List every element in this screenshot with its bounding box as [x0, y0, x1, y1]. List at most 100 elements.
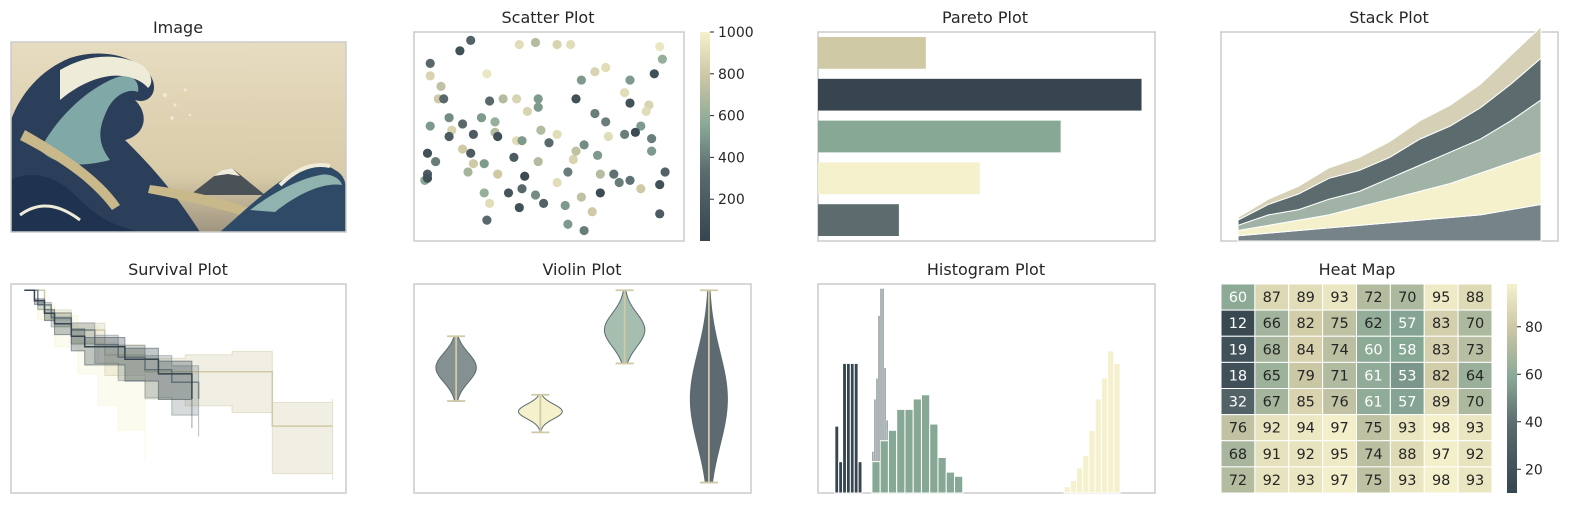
heatmap-cell-label: 61: [1364, 395, 1382, 411]
heatmap-cell: [1322, 361, 1357, 389]
heatmap-cell-label: 89: [1296, 290, 1314, 306]
histogram-bar: [929, 423, 939, 494]
scatter-point: [620, 88, 630, 98]
heatmap-colorbar: [1507, 284, 1517, 493]
pareto-bars: [818, 37, 1142, 236]
heatmap-cell-label: 97: [1330, 421, 1348, 437]
heatmap-cell-label: 91: [1263, 447, 1281, 463]
heatmap-cell-label: 84: [1296, 342, 1314, 358]
scatter-point: [436, 81, 446, 91]
colorbar-tick-label: 200: [718, 192, 745, 208]
scatter-point: [647, 146, 657, 156]
scatter-point: [530, 37, 541, 48]
scatter-point: [595, 169, 605, 179]
scatter-point: [576, 75, 587, 85]
scatter-point: [463, 167, 473, 177]
heatmap-cell-label: 83: [1432, 342, 1450, 358]
heatmap-cell-label: 85: [1296, 395, 1314, 411]
histogram-bar: [945, 471, 955, 494]
colorbar-tick-label: 1000: [718, 25, 754, 41]
scatter-point: [468, 159, 478, 169]
heatmap-cell-label: 73: [1466, 342, 1484, 358]
histogram-bar: [849, 362, 855, 494]
scatter-point: [647, 133, 657, 144]
scatter-point: [498, 94, 508, 104]
scatter-point: [455, 46, 465, 56]
scatter-point: [468, 129, 478, 140]
heatmap-cell-label: 68: [1229, 447, 1247, 463]
histogram-bar: [920, 394, 931, 494]
heatmap-cell-label: 74: [1364, 447, 1382, 463]
heatmap-cell-label: 92: [1296, 447, 1314, 463]
heatmap-cell-label: 92: [1466, 447, 1484, 463]
heatmap-cell-label: 70: [1466, 316, 1484, 332]
scatter-point: [458, 119, 468, 129]
heatmap-cell-label: 93: [1466, 473, 1484, 489]
heatmap-cell: [1254, 440, 1290, 468]
heatmap-cell: [1254, 466, 1290, 494]
scatter-point: [655, 179, 665, 190]
heatmap-cell-label: 71: [1330, 368, 1348, 384]
scatter-point: [579, 140, 589, 150]
scatter-point: [431, 156, 441, 167]
histogram-bar: [1063, 486, 1071, 494]
heatmap-cell-label: 61: [1364, 368, 1382, 384]
histogram-bar: [845, 362, 851, 494]
scatter-point: [552, 177, 562, 188]
heatmap-cell: [1220, 309, 1256, 337]
scatter-point: [590, 108, 600, 119]
scatter-point: [560, 200, 570, 211]
heatmap-cell-label: 93: [1296, 473, 1314, 489]
pareto-bar: [818, 162, 980, 195]
heatmap-cell-label: 68: [1263, 342, 1281, 358]
scatter-point: [593, 150, 603, 160]
scatter-point: [444, 113, 454, 123]
scatter-point: [425, 121, 435, 131]
histogram-bar: [879, 440, 889, 494]
heatmap-cell-label: 60: [1229, 290, 1247, 306]
scatter-point: [579, 225, 589, 236]
scatter-point: [614, 177, 624, 188]
heatmap-cell: [1389, 309, 1425, 337]
histogram-bar: [912, 398, 922, 494]
histogram-bar: [1069, 479, 1077, 494]
scatter-point: [660, 167, 670, 177]
colorbar-tick-label: 60: [1525, 367, 1543, 383]
histogram-bar: [853, 362, 859, 494]
heatmap-cell-label: 76: [1229, 421, 1247, 437]
heatmap-panel-title: Heat Map: [1319, 260, 1396, 279]
colorbar-tick-label: 40: [1525, 415, 1543, 431]
heatmap-cell: [1220, 283, 1256, 311]
heatmap-cell: [1423, 466, 1459, 494]
heatmap-cell-label: 70: [1398, 290, 1416, 306]
heatmap-cell-label: 95: [1432, 290, 1450, 306]
scatter-point: [517, 184, 527, 194]
heatmap-cell-label: 12: [1229, 316, 1247, 332]
histogram-bar: [1100, 377, 1109, 494]
scatter-point: [552, 129, 562, 140]
heatmap-cell-label: 82: [1296, 316, 1314, 332]
heatmap-cell: [1254, 309, 1290, 337]
pareto-bar: [818, 204, 899, 236]
scatter-point: [425, 58, 435, 68]
scatter-point: [636, 184, 646, 194]
heatmap-cell-label: 93: [1398, 421, 1416, 437]
scatter-point: [636, 121, 646, 131]
heatmap-cell-label: 67: [1263, 395, 1281, 411]
heatmap-cell: [1389, 466, 1425, 494]
heatmap-cell-label: 66: [1263, 316, 1281, 332]
heatmap-cell-label: 93: [1330, 290, 1348, 306]
histogram-bar: [1075, 467, 1084, 494]
heatmap-cell-label: 53: [1398, 368, 1416, 384]
scatter-point: [485, 198, 495, 208]
heatmap-grid: 60 87 89 93 72 70 95 88 12 66 82 75 62 57 83 70 19 68 84 74…: [1220, 283, 1493, 494]
violin-panel-title: Violin Plot: [542, 260, 621, 279]
scatter-point: [493, 131, 503, 142]
heatmap-cell-label: 92: [1263, 421, 1281, 437]
heatmap-cell: [1389, 440, 1425, 468]
scatter-point: [625, 175, 635, 185]
heatmap-cell: [1457, 283, 1493, 311]
heatmap-cell: [1322, 388, 1357, 416]
heatmap-cell-label: 72: [1229, 473, 1247, 489]
histogram-bar: [953, 475, 964, 494]
